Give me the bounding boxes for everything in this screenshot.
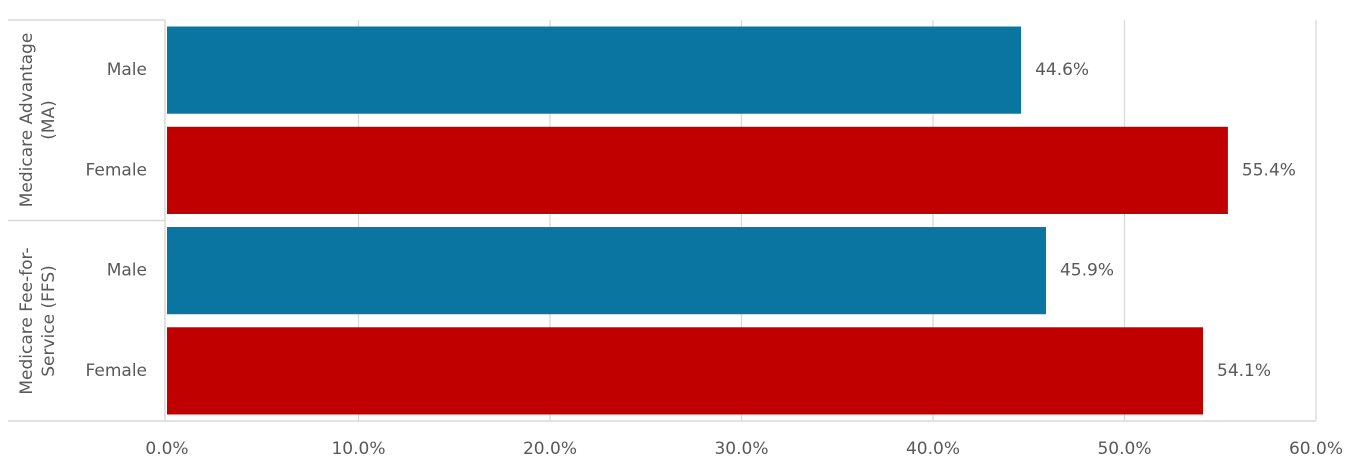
x-tick-label: 60.0% <box>1289 439 1343 459</box>
bar <box>167 26 1022 114</box>
y-tick-label: Male <box>107 261 147 281</box>
data-label: 55.4% <box>1242 160 1296 180</box>
group-label: Medicare Fee-for-Service (FFS) <box>17 247 59 395</box>
x-tick-label: 10.0% <box>331 439 385 459</box>
group-label: Medicare Advantage (MA) <box>17 32 59 208</box>
x-tick-label: 20.0% <box>523 439 577 459</box>
x-tick-label: 50.0% <box>1097 439 1151 459</box>
x-tick-label: 30.0% <box>714 439 768 459</box>
bar <box>167 126 1228 214</box>
bar <box>167 327 1204 415</box>
data-label: 45.9% <box>1060 261 1114 281</box>
data-label: 54.1% <box>1217 361 1271 381</box>
bar <box>167 227 1046 315</box>
x-tick-label: 0.0% <box>145 439 188 459</box>
data-label: 44.6% <box>1035 60 1089 80</box>
y-tick-label: Female <box>86 361 147 381</box>
x-tick-label: 40.0% <box>906 439 960 459</box>
y-tick-label: Male <box>107 60 147 80</box>
y-tick-label: Female <box>86 160 147 180</box>
